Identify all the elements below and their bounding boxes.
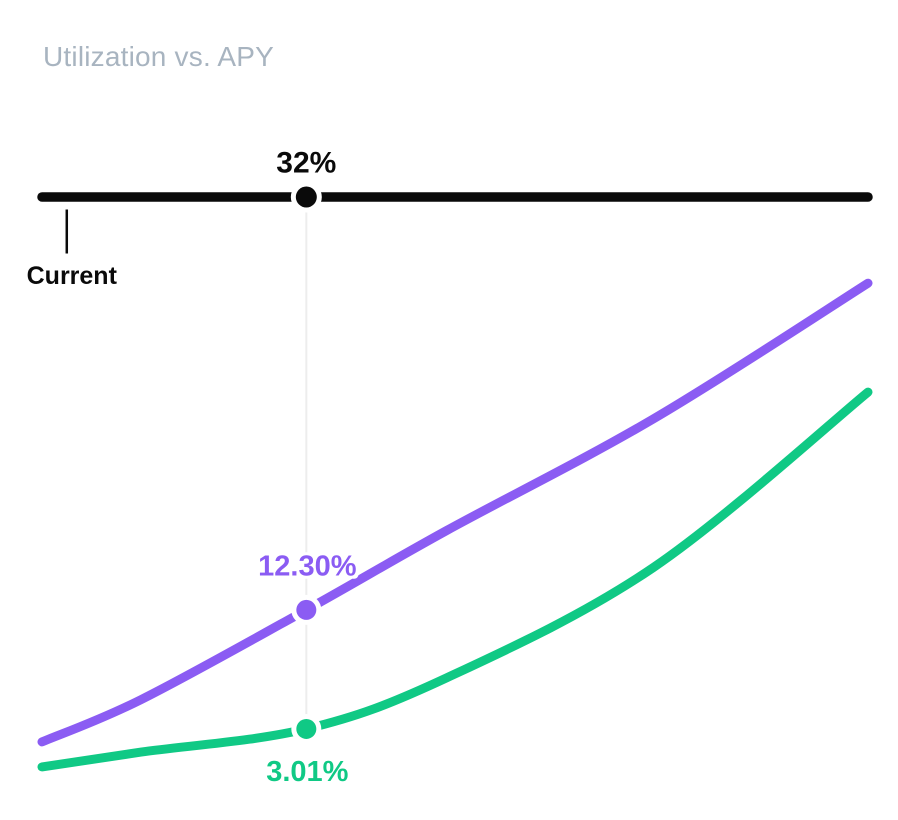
- current-annotation-label: Current: [26, 262, 117, 290]
- green-marker-value-label: 3.01%: [266, 755, 349, 788]
- slider-handle[interactable]: [295, 186, 317, 208]
- green-marker-dot: [296, 718, 317, 739]
- purple-marker-value-label: 12.30%: [258, 550, 357, 583]
- chart-title: Utilization vs. APY: [43, 41, 274, 72]
- slider-value-label: 32%: [276, 146, 337, 180]
- green-curve: [37, 387, 873, 772]
- purple-marker-dot: [296, 599, 317, 620]
- purple-curve: [37, 278, 873, 747]
